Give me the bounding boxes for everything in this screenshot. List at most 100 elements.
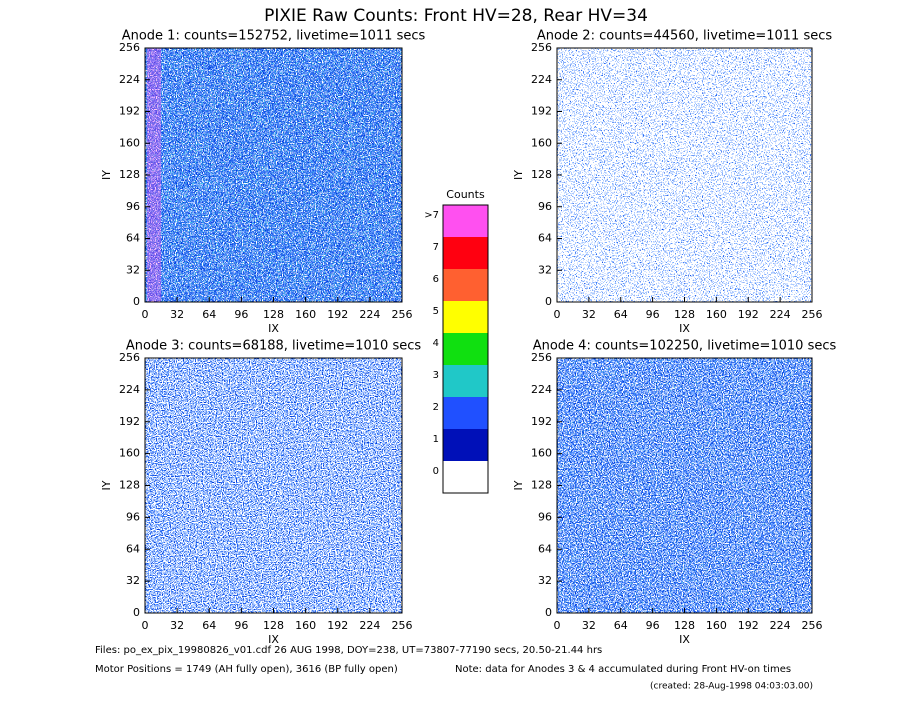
colorbar-label: 1 bbox=[433, 434, 439, 445]
x-tick-label: 224 bbox=[359, 619, 380, 632]
colorbar-label: 5 bbox=[433, 306, 439, 317]
y-tick-label: 128 bbox=[119, 479, 140, 492]
x-axis-label: IX bbox=[268, 633, 279, 646]
y-tick-label: 32 bbox=[538, 263, 552, 276]
y-tick-label: 128 bbox=[531, 479, 552, 492]
x-tick-label: 32 bbox=[170, 619, 184, 632]
x-tick-label: 128 bbox=[674, 619, 695, 632]
y-tick-label: 160 bbox=[119, 136, 140, 149]
x-tick-label: 64 bbox=[614, 308, 628, 321]
x-tick-label: 0 bbox=[554, 308, 561, 321]
y-tick-label: 96 bbox=[126, 510, 140, 523]
y-tick-label: 256 bbox=[531, 41, 552, 54]
y-tick-label: 96 bbox=[538, 510, 552, 523]
y-tick-label: 0 bbox=[133, 606, 140, 619]
edge-hot-strip bbox=[147, 48, 161, 302]
footer-files: Files: po_ex_pix_19980826_v01.cdf 26 AUG… bbox=[95, 645, 602, 656]
y-tick-label: 64 bbox=[538, 542, 552, 555]
x-tick-label: 224 bbox=[770, 619, 791, 632]
colorbar-cell bbox=[443, 333, 488, 365]
footer-created: (created: 28-Aug-1998 04:03:03.00) bbox=[650, 682, 813, 692]
colorbar-label: 6 bbox=[433, 274, 439, 285]
colorbar-cell bbox=[443, 397, 488, 429]
y-tick-label: 224 bbox=[531, 383, 552, 396]
x-axis-label: IX bbox=[679, 633, 690, 646]
y-axis-label: IY bbox=[100, 170, 113, 180]
y-tick-label: 256 bbox=[119, 351, 140, 364]
x-tick-label: 160 bbox=[706, 619, 727, 632]
y-tick-label: 224 bbox=[119, 73, 140, 86]
heatmap-texture bbox=[145, 48, 402, 302]
x-tick-label: 0 bbox=[554, 619, 561, 632]
y-tick-label: 96 bbox=[126, 200, 140, 213]
x-tick-label: 64 bbox=[202, 308, 216, 321]
colorbar-title: Counts bbox=[446, 188, 485, 201]
y-tick-label: 192 bbox=[119, 105, 140, 118]
y-tick-label: 192 bbox=[119, 415, 140, 428]
colorbar-cell bbox=[443, 301, 488, 333]
x-tick-label: 32 bbox=[582, 308, 596, 321]
colorbar-label: 4 bbox=[433, 338, 439, 349]
y-tick-label: 64 bbox=[126, 542, 140, 555]
x-tick-label: 96 bbox=[646, 619, 660, 632]
colorbar-label: 3 bbox=[433, 370, 439, 381]
x-tick-label: 224 bbox=[770, 308, 791, 321]
x-tick-label: 96 bbox=[234, 308, 248, 321]
x-tick-label: 96 bbox=[646, 308, 660, 321]
x-tick-label: 128 bbox=[674, 308, 695, 321]
x-tick-label: 160 bbox=[706, 308, 727, 321]
y-tick-label: 32 bbox=[126, 574, 140, 587]
y-axis-label: IY bbox=[100, 480, 113, 490]
y-axis-label: IY bbox=[512, 480, 525, 490]
y-tick-label: 192 bbox=[531, 105, 552, 118]
y-tick-label: 128 bbox=[531, 168, 552, 181]
x-tick-label: 160 bbox=[295, 619, 316, 632]
x-tick-label: 160 bbox=[295, 308, 316, 321]
x-tick-label: 128 bbox=[263, 619, 284, 632]
x-tick-label: 224 bbox=[359, 308, 380, 321]
colorbar-cell bbox=[443, 461, 488, 493]
y-tick-label: 224 bbox=[531, 73, 552, 86]
colorbar-cell bbox=[443, 205, 488, 237]
y-tick-label: 96 bbox=[538, 200, 552, 213]
x-tick-label: 64 bbox=[202, 619, 216, 632]
y-tick-label: 160 bbox=[531, 136, 552, 149]
panel-title: Anode 1: counts=152752, livetime=1011 se… bbox=[122, 29, 426, 44]
y-tick-label: 128 bbox=[119, 168, 140, 181]
y-tick-label: 64 bbox=[126, 232, 140, 245]
heatmap-texture bbox=[557, 358, 812, 613]
x-tick-label: 192 bbox=[738, 308, 759, 321]
panel-title: Anode 4: counts=102250, livetime=1010 se… bbox=[533, 339, 837, 354]
y-tick-label: 256 bbox=[119, 41, 140, 54]
y-tick-label: 160 bbox=[119, 447, 140, 460]
footer-motor: Motor Positions = 1749 (AH fully open), … bbox=[95, 664, 398, 675]
colorbar-label: 7 bbox=[433, 242, 439, 253]
x-tick-label: 128 bbox=[263, 308, 284, 321]
y-tick-label: 32 bbox=[126, 263, 140, 276]
colorbar-label: 0 bbox=[433, 466, 439, 477]
y-tick-label: 0 bbox=[133, 295, 140, 308]
y-tick-label: 224 bbox=[119, 383, 140, 396]
colorbar-cell bbox=[443, 365, 488, 397]
x-tick-label: 64 bbox=[614, 619, 628, 632]
colorbar-cell bbox=[443, 237, 488, 269]
x-tick-label: 256 bbox=[802, 308, 823, 321]
heatmap-texture bbox=[557, 48, 812, 302]
x-tick-label: 0 bbox=[142, 619, 149, 632]
y-tick-label: 160 bbox=[531, 447, 552, 460]
panel-title: Anode 3: counts=68188, livetime=1010 sec… bbox=[126, 339, 422, 354]
x-tick-label: 96 bbox=[234, 619, 248, 632]
y-tick-label: 192 bbox=[531, 415, 552, 428]
colorbar-frame bbox=[442, 204, 489, 494]
colorbar-label: >7 bbox=[424, 210, 439, 221]
x-tick-label: 192 bbox=[738, 619, 759, 632]
y-tick-label: 256 bbox=[531, 351, 552, 364]
x-tick-label: 256 bbox=[392, 308, 413, 321]
footer-note: Note: data for Anodes 3 & 4 accumulated … bbox=[455, 664, 791, 675]
x-tick-label: 192 bbox=[327, 619, 348, 632]
colorbar-cell bbox=[443, 269, 488, 301]
x-axis-label: IX bbox=[679, 322, 690, 335]
x-tick-label: 32 bbox=[170, 308, 184, 321]
panel-title: Anode 2: counts=44560, livetime=1011 sec… bbox=[537, 29, 833, 44]
